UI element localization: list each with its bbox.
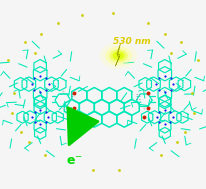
- Ellipse shape: [105, 46, 132, 65]
- Ellipse shape: [100, 43, 137, 69]
- Ellipse shape: [112, 52, 124, 60]
- FancyArrowPatch shape: [68, 108, 98, 145]
- Text: 530 nm: 530 nm: [113, 37, 151, 46]
- Ellipse shape: [109, 49, 128, 62]
- Text: e$^{-}$: e$^{-}$: [66, 155, 83, 168]
- Polygon shape: [115, 43, 121, 66]
